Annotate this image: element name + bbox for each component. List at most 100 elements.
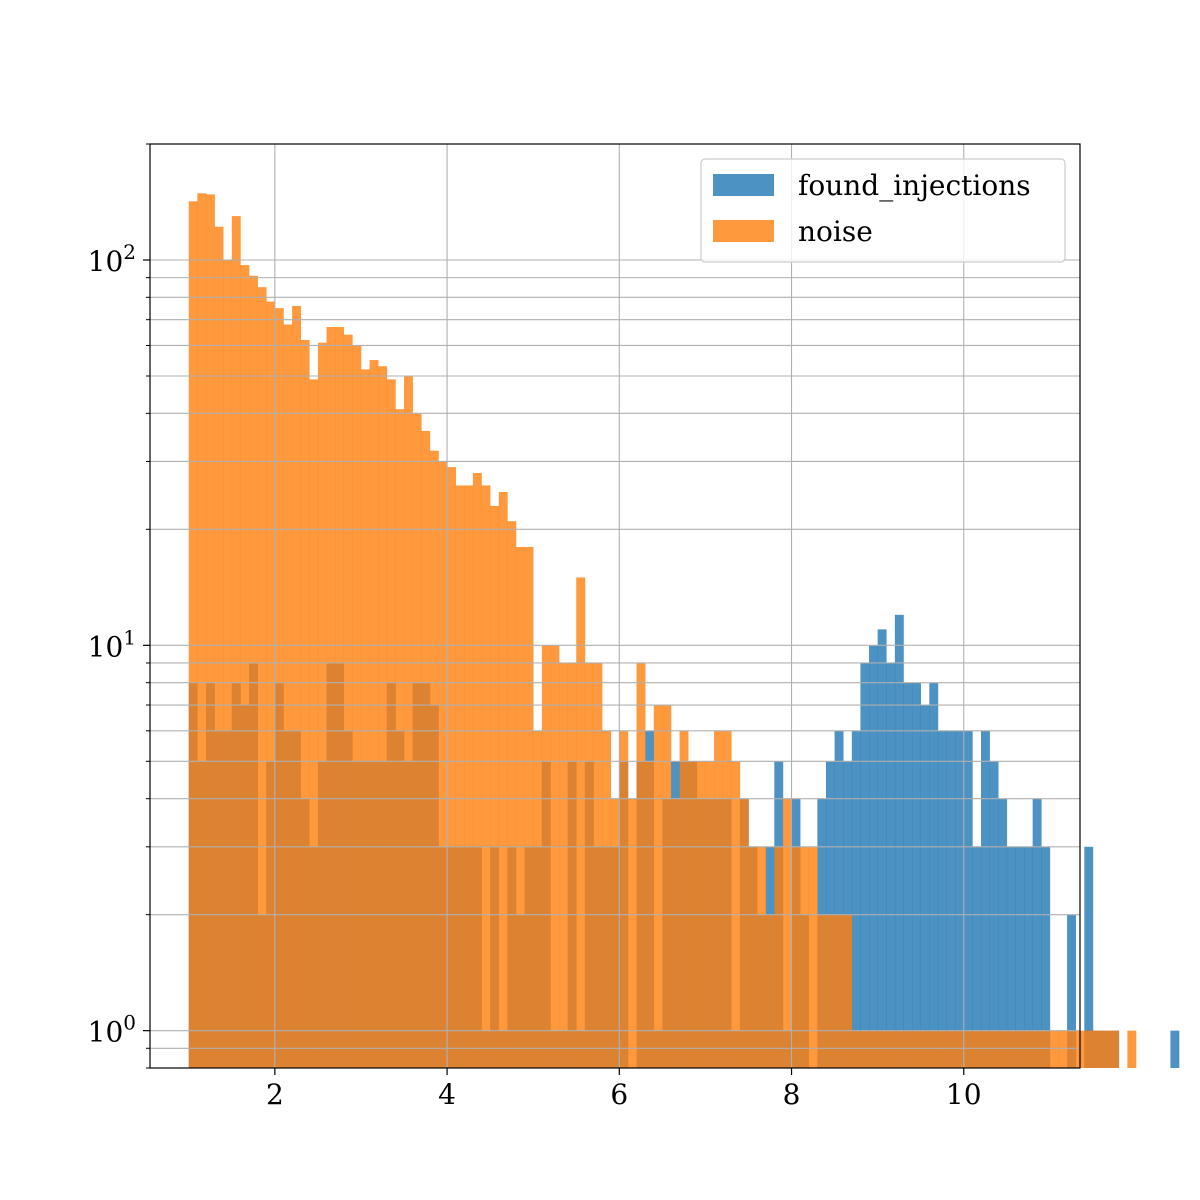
- bar: [1170, 1030, 1180, 1068]
- bar: [972, 846, 982, 1068]
- bar: [791, 846, 801, 1068]
- bar: [326, 327, 336, 1068]
- legend-label-noise: noise: [798, 215, 873, 248]
- bar: [808, 846, 818, 1068]
- bar: [567, 662, 577, 1068]
- bar: [825, 914, 835, 1068]
- bar: [670, 798, 680, 1068]
- bar: [929, 1030, 939, 1068]
- bar: [576, 577, 586, 1068]
- bar: [610, 798, 620, 1068]
- bar: [205, 194, 215, 1068]
- bar: [188, 201, 198, 1068]
- bar: [1067, 1030, 1076, 1068]
- bar: [593, 662, 603, 1068]
- bar: [782, 798, 792, 1068]
- bar: [1101, 1030, 1111, 1068]
- bar: [765, 914, 775, 1068]
- bar: [360, 369, 370, 1068]
- bar: [266, 301, 276, 1069]
- bar: [1110, 1030, 1120, 1068]
- bar: [1049, 1030, 1059, 1068]
- bar: [335, 327, 345, 1068]
- x-tick-label: 4: [438, 1078, 456, 1111]
- bar: [869, 1030, 878, 1068]
- bar: [541, 645, 551, 1068]
- x-tick-label: 10: [946, 1078, 982, 1111]
- bar: [1015, 1030, 1025, 1068]
- bar: [920, 1030, 930, 1068]
- bar: [963, 730, 973, 1068]
- bar: [481, 485, 491, 1068]
- bar: [653, 705, 663, 1068]
- bar: [937, 730, 947, 1068]
- bar: [214, 226, 224, 1069]
- x-tick-label: 6: [610, 1078, 628, 1111]
- bar: [903, 1030, 913, 1068]
- bar: [894, 1030, 904, 1068]
- bar: [1006, 846, 1016, 1068]
- plot-area-frame: [149, 143, 1081, 1069]
- bar: [559, 662, 568, 1068]
- bar: [722, 730, 732, 1068]
- bar: [679, 730, 689, 1068]
- bar: [257, 287, 267, 1068]
- bar: [1032, 1030, 1042, 1068]
- bar: [1024, 846, 1033, 1068]
- bar: [438, 461, 448, 1069]
- legend-swatch-noise: [713, 220, 774, 242]
- bar: [472, 473, 482, 1068]
- axis-ticks: 2 4 6 8 10 100 101 102: [88, 143, 982, 1111]
- bar: [980, 1030, 990, 1068]
- y-tick-label: 102: [88, 240, 136, 278]
- bar: [912, 682, 921, 1068]
- bar: [1015, 846, 1025, 1068]
- bar: [998, 798, 1008, 1068]
- bar: [249, 275, 258, 1068]
- bar: [421, 430, 431, 1069]
- bar: [998, 1030, 1008, 1068]
- bar: [223, 260, 233, 1068]
- bar: [498, 491, 508, 1068]
- bar: [636, 662, 646, 1068]
- bar: [550, 645, 560, 1068]
- y-tick-label: 101: [88, 625, 136, 663]
- bar: [1041, 846, 1051, 1068]
- bar: [955, 1030, 965, 1068]
- bar: [283, 324, 293, 1068]
- bar: [1092, 1030, 1102, 1068]
- bar: [920, 705, 930, 1068]
- bar: [455, 485, 465, 1068]
- bar: [1041, 1030, 1051, 1068]
- bar: [662, 705, 672, 1068]
- x-tick-label: 8: [783, 1078, 801, 1111]
- bar: [395, 409, 405, 1068]
- bar: [507, 521, 517, 1068]
- bar: [980, 730, 990, 1068]
- bar: [834, 914, 844, 1068]
- bar: [274, 308, 284, 1068]
- bar: [757, 846, 766, 1068]
- bar: [386, 379, 396, 1068]
- bar: [490, 505, 500, 1068]
- bar: [851, 730, 861, 1068]
- bar: [860, 1030, 870, 1068]
- bar: [989, 1030, 999, 1068]
- bar: [869, 645, 878, 1068]
- legend-swatch-found-injections: [713, 174, 774, 196]
- bar: [946, 730, 956, 1068]
- bar: [429, 450, 439, 1068]
- bar: [1067, 914, 1076, 1068]
- bar: [343, 334, 353, 1068]
- legend: found_injections noise: [700, 158, 1066, 263]
- bar: [240, 265, 250, 1069]
- bar: [886, 1030, 896, 1068]
- bar: [1032, 798, 1042, 1068]
- bar: [714, 730, 723, 1068]
- bar: [533, 730, 543, 1068]
- bar: [800, 846, 810, 1068]
- bar: [404, 375, 413, 1068]
- bar: [937, 1030, 947, 1068]
- bar: [1127, 1030, 1137, 1068]
